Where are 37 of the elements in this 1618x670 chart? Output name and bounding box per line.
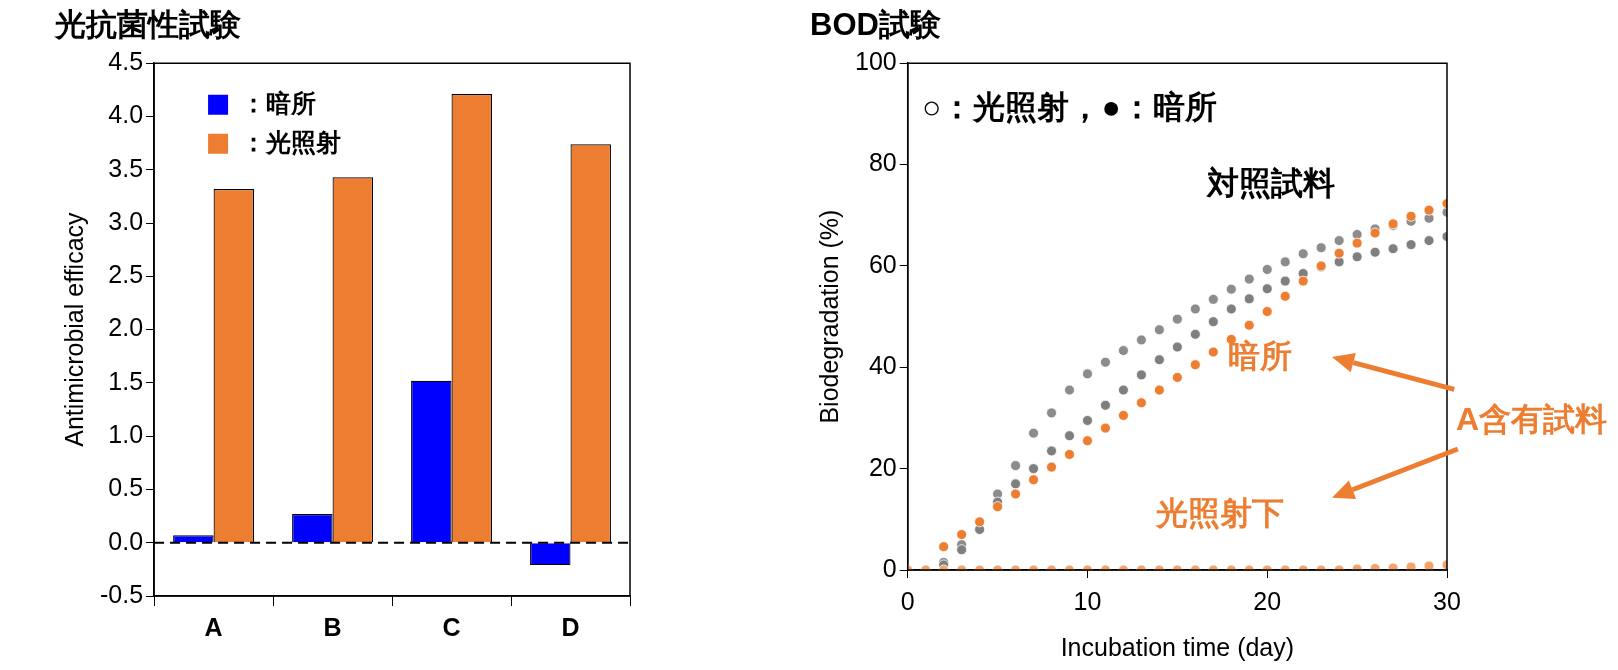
- x-axis-title: Incubation time (day): [1060, 632, 1295, 661]
- x-tick-label: 0: [900, 586, 915, 615]
- legend-label: ：暗所: [240, 88, 316, 117]
- y-tick-label: 4.0: [108, 100, 144, 129]
- y-tick-label: 3.0: [108, 206, 144, 235]
- chart-title: BOD試験: [810, 7, 941, 43]
- x-tick-label: D: [561, 612, 580, 641]
- y-tick-label: 0.0: [108, 526, 144, 555]
- y-tick-label: 100: [854, 47, 897, 76]
- y-tick-label: 1.5: [108, 366, 144, 395]
- chart-title: 光抗菌性試験: [53, 7, 241, 43]
- annotation: 対照試料: [1205, 164, 1335, 201]
- y-tick-label: 4.5: [108, 47, 144, 76]
- x-tick-label: C: [442, 612, 461, 641]
- annotation: 暗所: [1228, 337, 1293, 374]
- y-tick-label: 1.0: [108, 420, 144, 449]
- x-tick-label: 10: [1073, 586, 1102, 615]
- y-tick-label: -0.5: [99, 579, 144, 608]
- x-tick-label: B: [323, 612, 342, 641]
- y-tick-label: 2.0: [108, 313, 144, 342]
- y-tick-label: 3.5: [108, 153, 144, 182]
- annotation: 光照射下: [1154, 494, 1285, 531]
- y-axis-title: Biodegradation (%): [814, 209, 843, 424]
- y-tick-label: 0.5: [108, 473, 144, 502]
- y-tick-label: 80: [868, 148, 897, 177]
- y-tick-label: 60: [868, 249, 897, 278]
- y-tick-label: 20: [868, 452, 897, 481]
- x-tick-label: 20: [1253, 586, 1282, 615]
- annotation: ○：光照射，●：暗所: [922, 88, 1217, 125]
- y-axis-title: Antimicrobial efficacy: [59, 211, 88, 447]
- legend-label: ：光照射: [240, 127, 341, 156]
- y-tick-label: 0: [882, 553, 897, 582]
- x-tick-label: 30: [1433, 586, 1461, 615]
- y-tick-label: 40: [868, 351, 897, 380]
- text: A含有試料: [1455, 400, 1608, 437]
- y-tick-label: 2.5: [108, 260, 144, 289]
- x-tick-label: A: [204, 612, 223, 641]
